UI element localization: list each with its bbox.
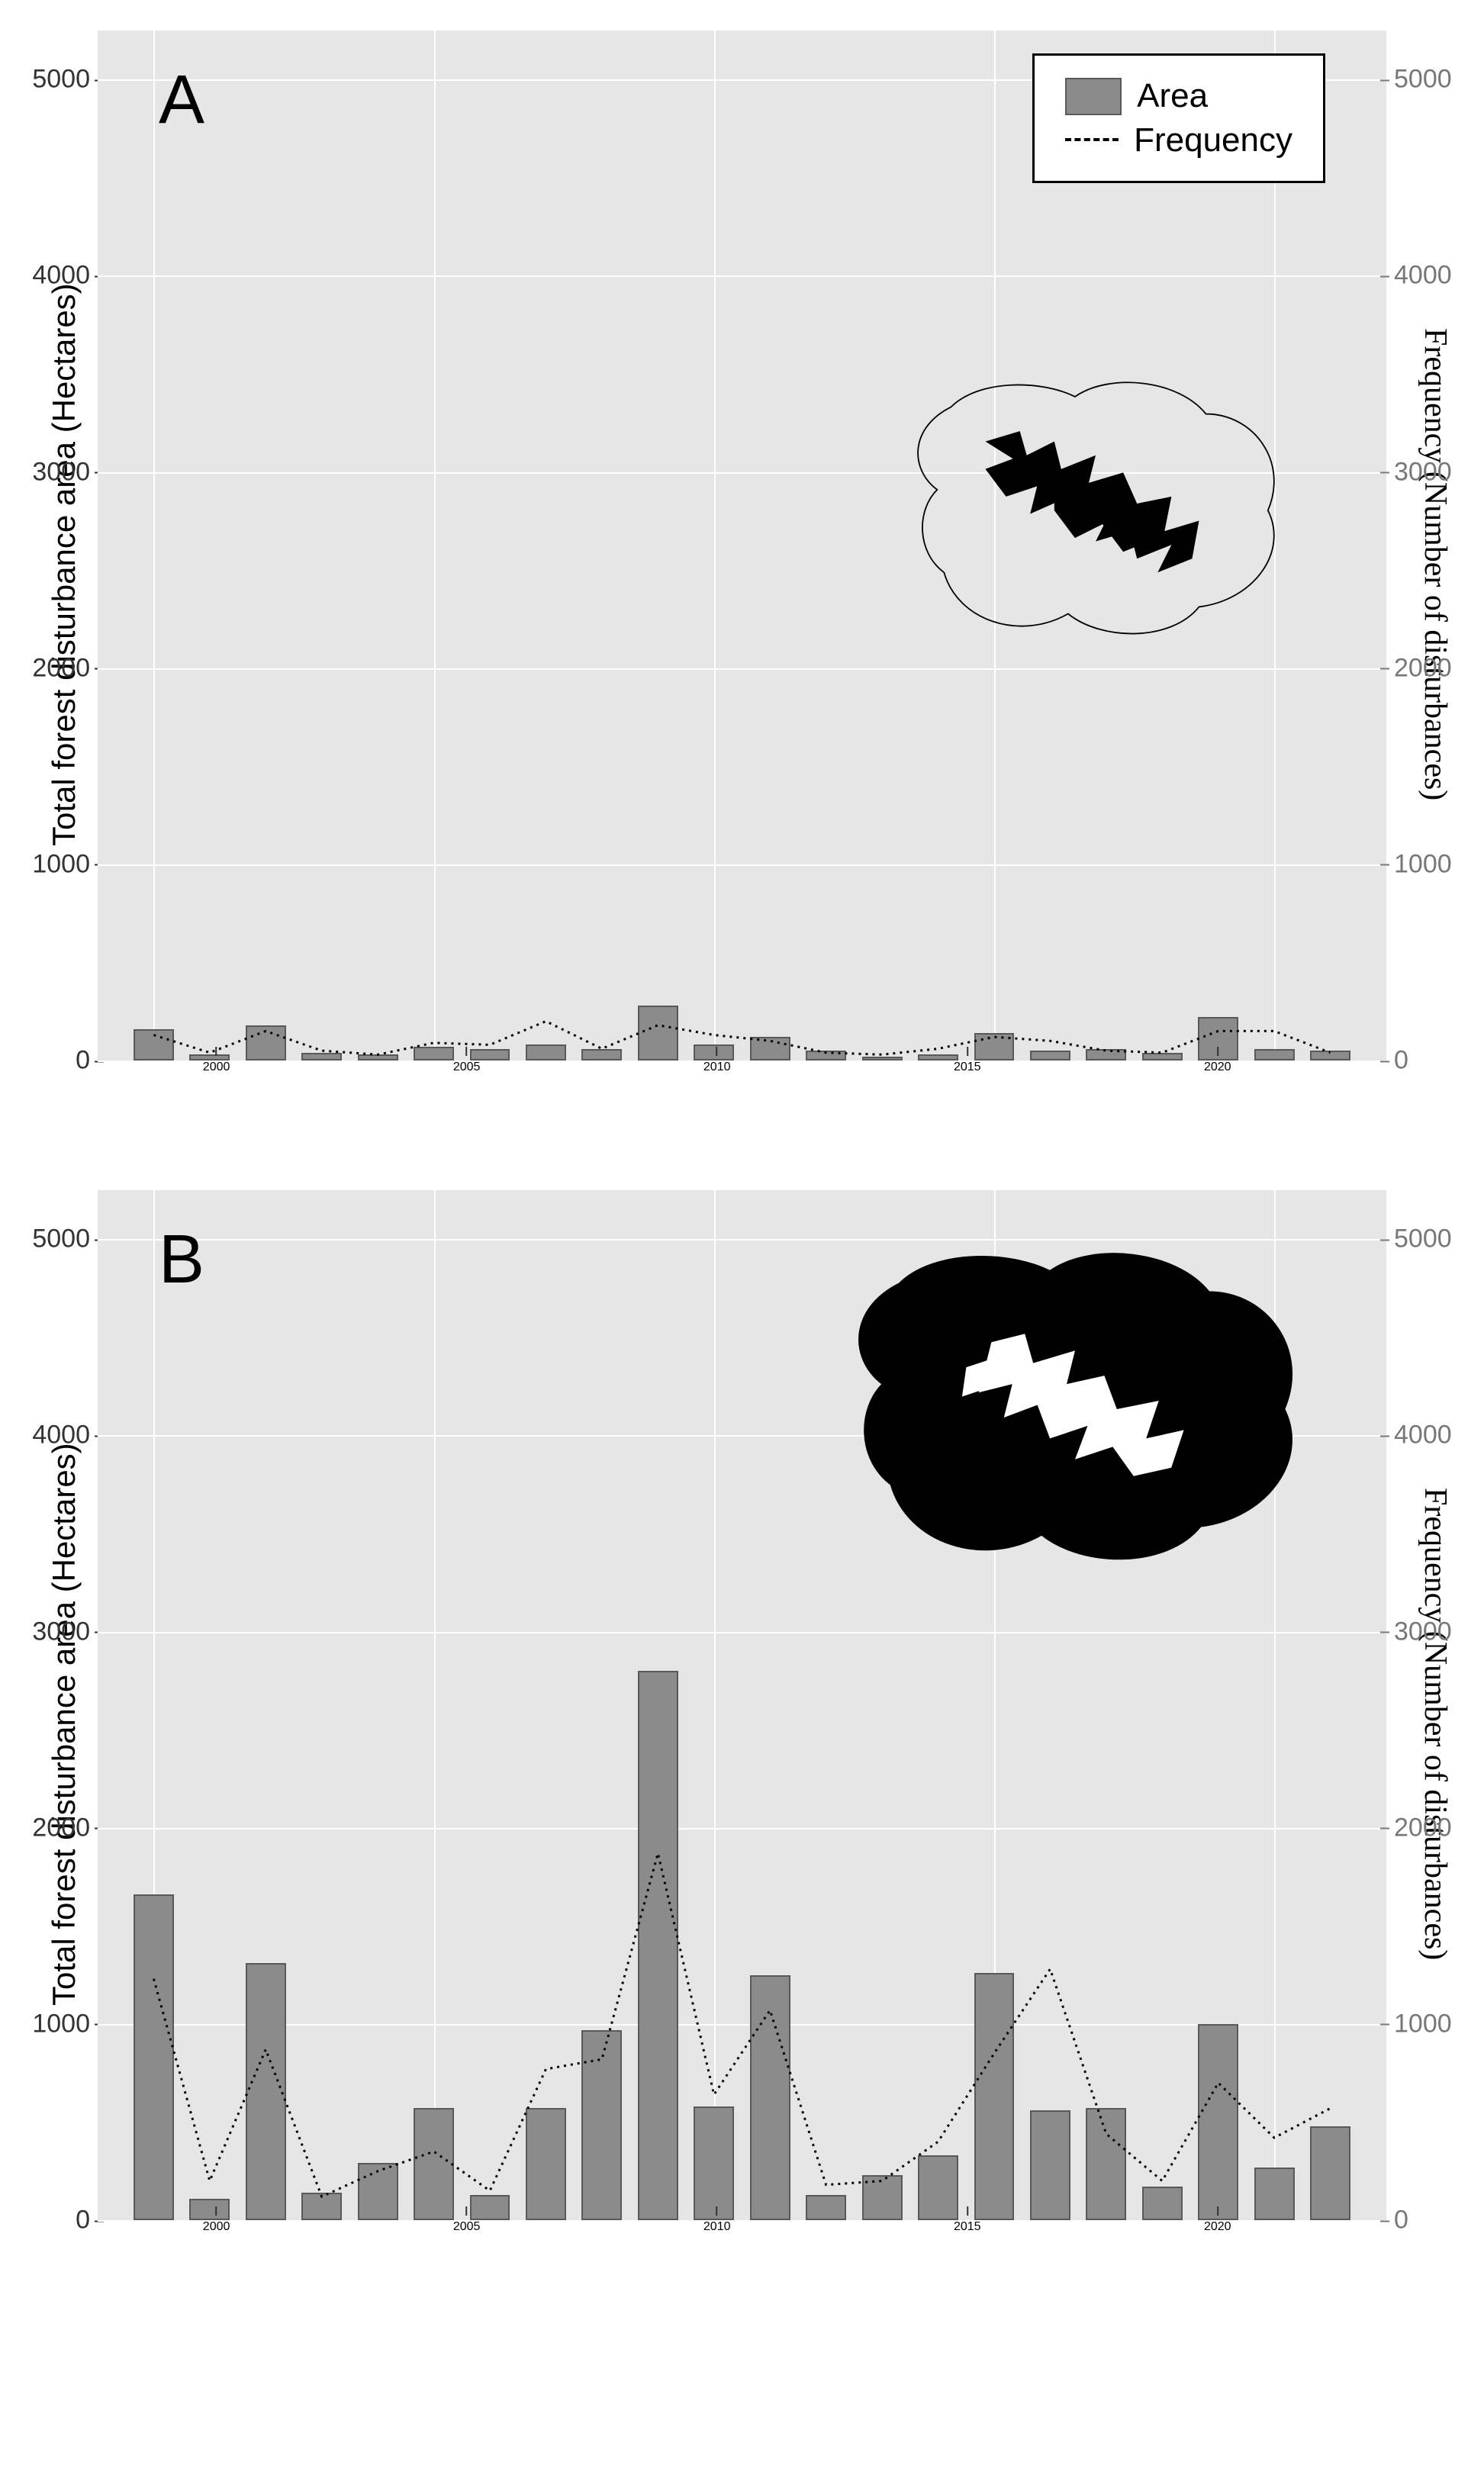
y-axis-label-left: Total forest disturbance area (Hectares): [31, 31, 82, 1099]
panel-A: Total forest disturbance area (Hectares)…: [31, 31, 1453, 1099]
y-tick-left: 5000: [32, 65, 90, 95]
legend-label: Frequency: [1134, 121, 1292, 159]
y-ticks-left: 500040003000200010000: [82, 31, 98, 1060]
plot-area: B: [98, 1190, 1386, 2220]
x-tick: 2015: [954, 2220, 981, 2234]
x-tick: 2010: [703, 2220, 731, 2234]
y-axis-label-right: Frequency (Number of disturbances): [1402, 31, 1453, 1099]
x-tick: 2020: [1204, 2220, 1231, 2234]
x-tick: 2000: [203, 1060, 230, 1074]
y-tick-right: 2000: [1394, 653, 1452, 683]
y-tick-left: 4000: [32, 1421, 90, 1450]
y-tick-right: 2000: [1394, 1813, 1452, 1843]
x-tick: 2000: [203, 2220, 230, 2234]
panel-B: Total forest disturbance area (Hectares)…: [31, 1190, 1453, 2258]
panel-letter: A: [159, 61, 204, 140]
x-tick: 2015: [954, 1060, 981, 1074]
y-ticks-right: 010002000300040005000: [1386, 1190, 1402, 2220]
inset-map: [882, 350, 1309, 671]
y-axis-label-right: Frequency (Number of disturbances): [1402, 1190, 1453, 2258]
x-tick: 2010: [703, 1060, 731, 1074]
y-tick-right: 0: [1394, 2206, 1408, 2235]
y-tick-left: 3000: [32, 457, 90, 487]
x-tick: 2020: [1204, 1060, 1231, 1074]
legend-label: Area: [1137, 77, 1208, 115]
panel-letter: B: [159, 1221, 204, 1299]
plot-area: A Area Frequency: [98, 31, 1386, 1060]
y-ticks-right: 010002000300040005000: [1386, 31, 1402, 1060]
y-ticks-left: 500040003000200010000: [82, 1190, 98, 2220]
y-tick-right: 3000: [1394, 457, 1452, 487]
x-tick: 2005: [453, 1060, 481, 1074]
y-tick-right: 0: [1394, 1046, 1408, 1076]
x-tick: 2005: [453, 2220, 481, 2234]
y-tick-left: 1000: [32, 849, 90, 879]
y-tick-left: 4000: [32, 261, 90, 291]
legend-item: Area: [1065, 77, 1292, 115]
y-tick-left: 1000: [32, 2009, 90, 2039]
y-tick-right: 5000: [1394, 1225, 1452, 1254]
legend-item: Frequency: [1065, 121, 1292, 159]
y-tick-right: 3000: [1394, 1617, 1452, 1646]
y-tick-left: 0: [76, 1046, 90, 1076]
legend: Area Frequency: [1032, 53, 1325, 183]
y-tick-left: 0: [76, 2206, 90, 2235]
legend-line-icon: [1065, 138, 1119, 143]
legend-bar-icon: [1065, 78, 1122, 115]
y-tick-left: 5000: [32, 1225, 90, 1254]
inset-map: [816, 1211, 1334, 1608]
y-tick-right: 5000: [1394, 65, 1452, 95]
y-axis-label-left: Total forest disturbance area (Hectares): [31, 1190, 82, 2258]
y-tick-right: 4000: [1394, 261, 1452, 291]
y-tick-left: 3000: [32, 1617, 90, 1646]
y-tick-right: 1000: [1394, 849, 1452, 879]
y-tick-left: 2000: [32, 653, 90, 683]
y-tick-right: 1000: [1394, 2009, 1452, 2039]
y-tick-right: 4000: [1394, 1421, 1452, 1450]
y-tick-left: 2000: [32, 1813, 90, 1843]
